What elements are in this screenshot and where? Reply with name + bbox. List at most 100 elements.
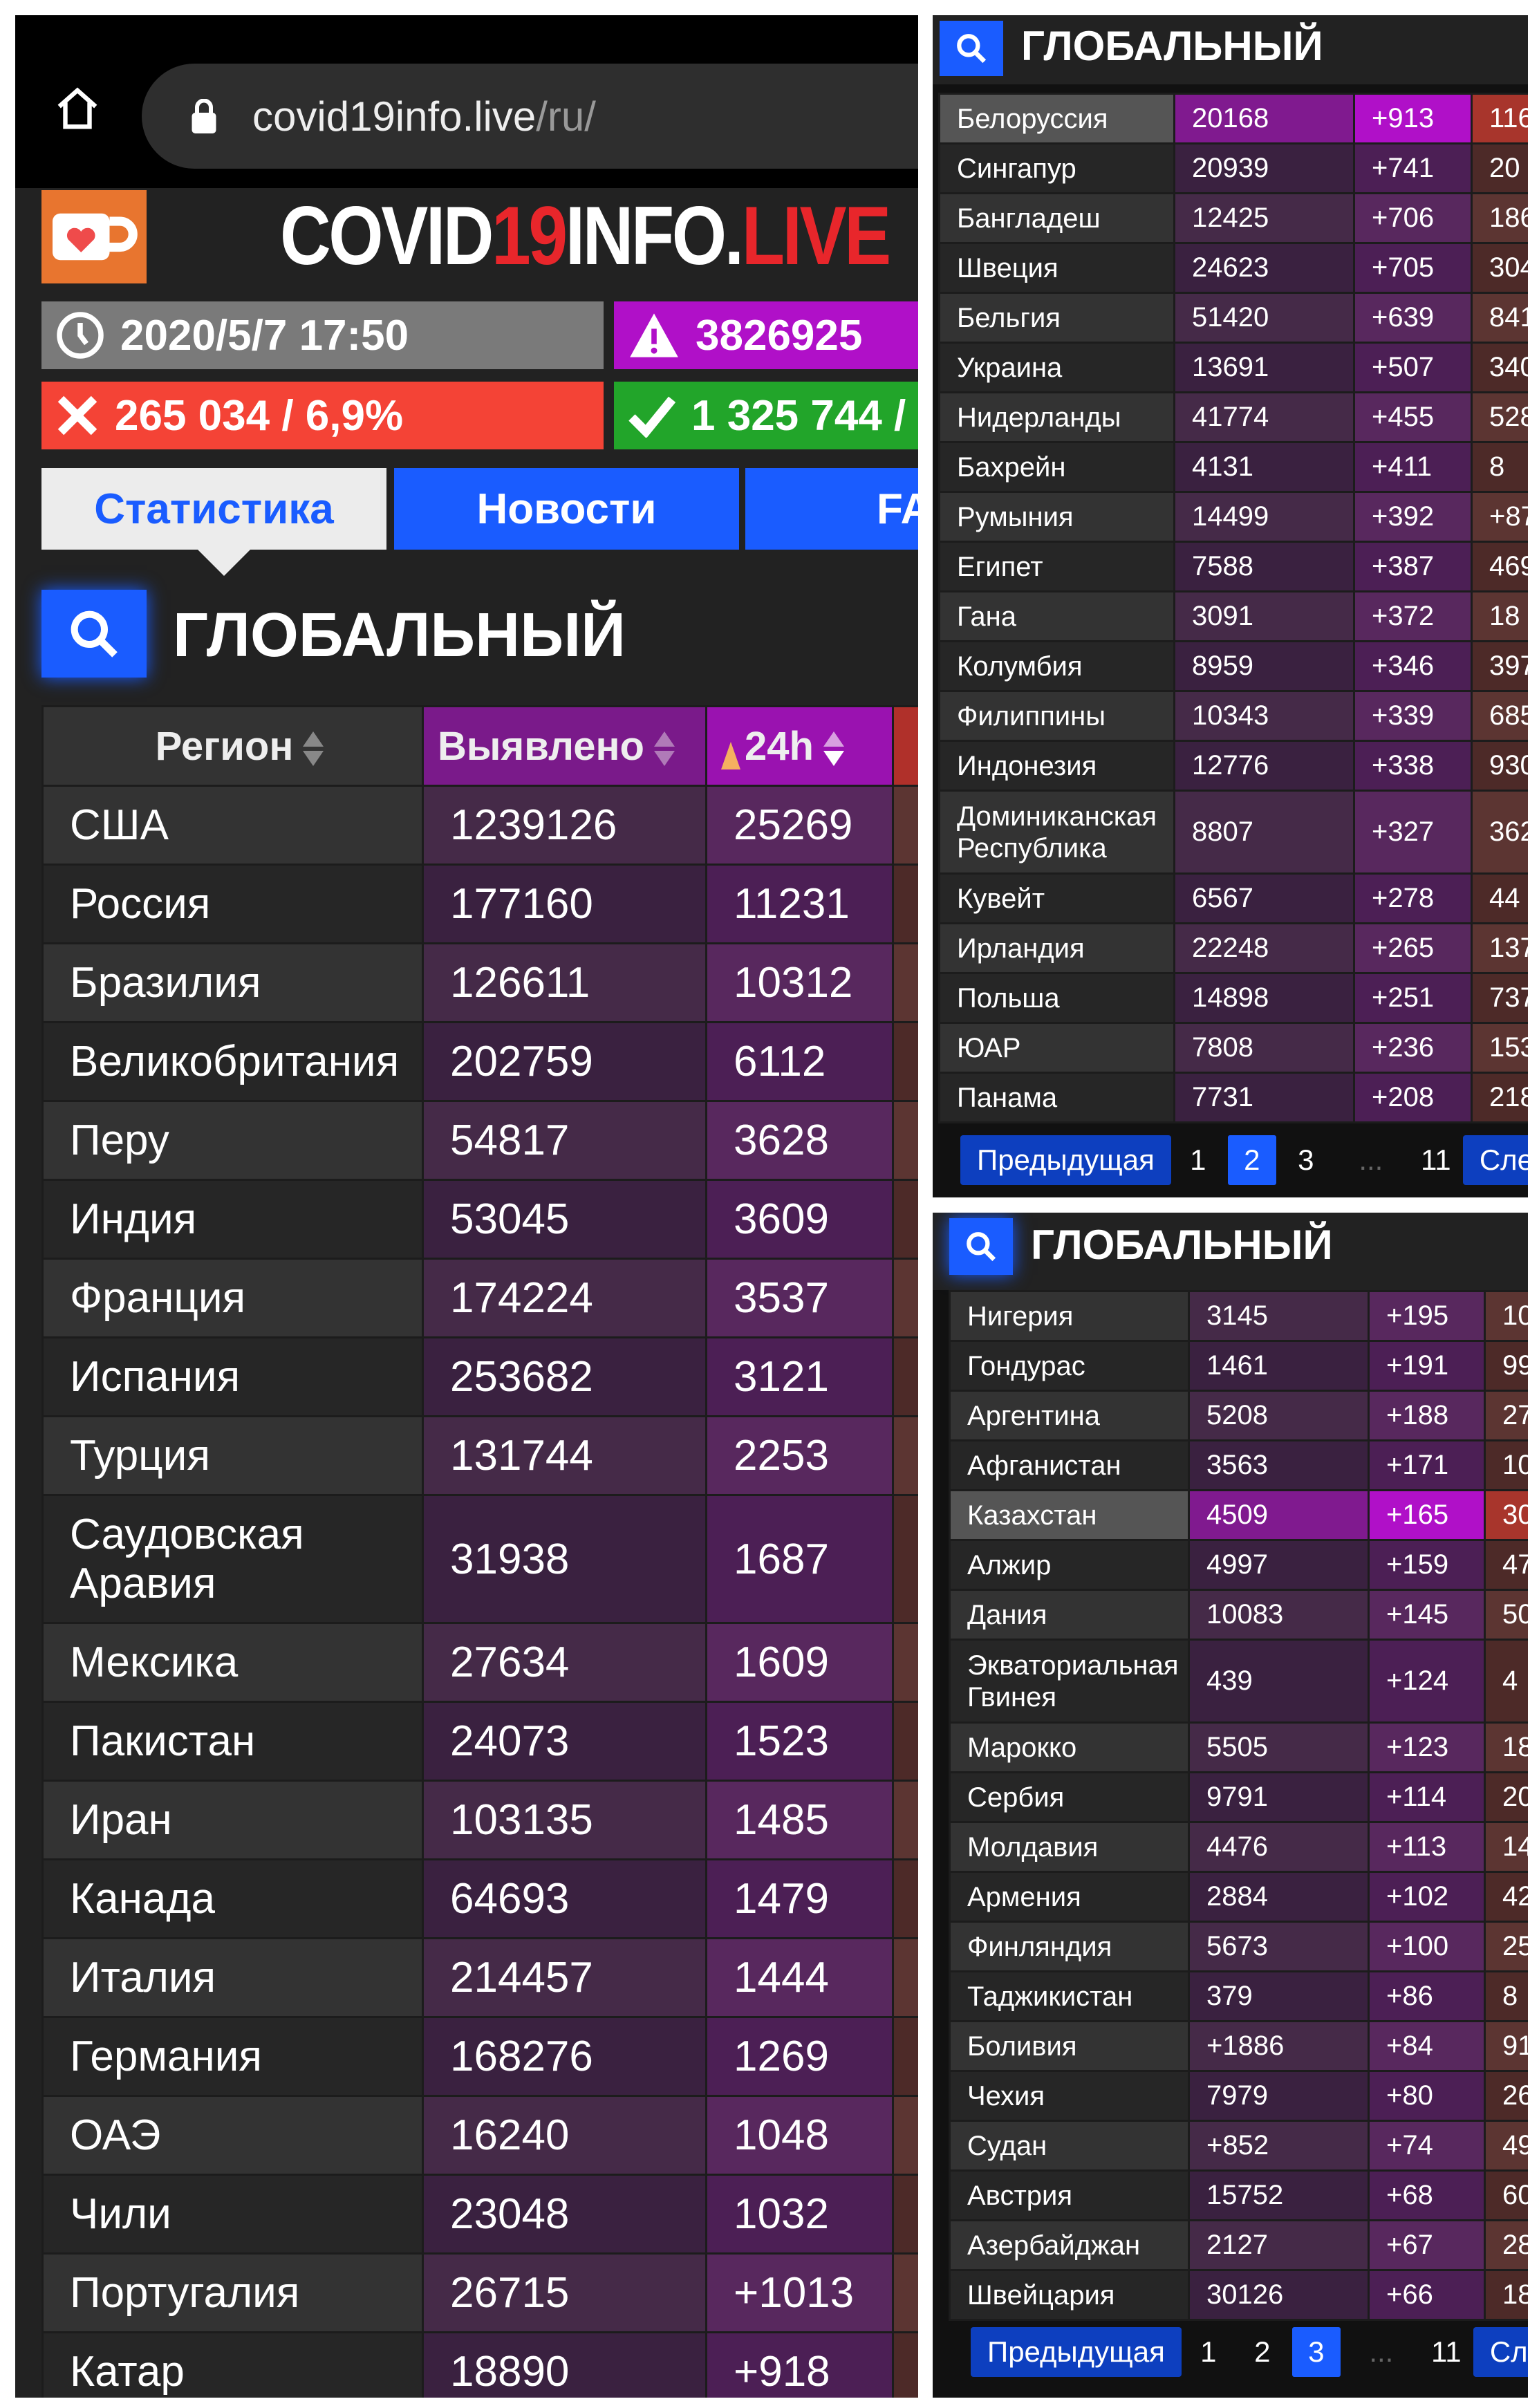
table-row[interactable]: Бразилия 126611 10312 xyxy=(41,942,918,1023)
page-last-button[interactable]: 11 xyxy=(1421,1144,1451,1176)
detected-cell: 7808 xyxy=(1173,1022,1355,1074)
sort-detected-header[interactable]: Выявлено xyxy=(422,705,707,787)
table-row[interactable]: Катар 18890 +918 xyxy=(41,2331,918,2398)
search-button[interactable] xyxy=(940,21,1003,76)
detected-cell: 9791 xyxy=(1188,1771,1370,1823)
page-1-button[interactable]: 1 xyxy=(1200,2335,1217,2368)
new-24h-cell: 1048 xyxy=(705,2095,894,2176)
global-table-page2: Белоруссия20168+913116Сингапур20939+7412… xyxy=(938,93,1528,1123)
sort-24h-header[interactable]: 24h xyxy=(705,705,894,787)
table-row[interactable]: Великобритания 202759 6112 xyxy=(41,1021,918,1102)
table-row[interactable]: Германия 168276 1269 xyxy=(41,2016,918,2097)
table-row[interactable]: Португалия 26715 +1013 xyxy=(41,2252,918,2333)
table-row[interactable]: Сингапур 20939 +741 20 xyxy=(938,142,1528,194)
table-row[interactable]: Россия 177160 11231 xyxy=(41,864,918,944)
pagination-ellipsis: ... xyxy=(1369,2335,1394,2368)
browser-toolbar: covid19info.live/ru/ xyxy=(15,15,918,188)
tab-news[interactable]: Новости xyxy=(394,468,739,550)
deaths-column-header[interactable] xyxy=(892,705,918,787)
table-row[interactable]: Индия 53045 3609 xyxy=(41,1179,918,1260)
page-3-button[interactable]: 3 xyxy=(1291,2327,1341,2377)
address-bar[interactable]: covid19info.live/ru/ xyxy=(142,64,918,169)
table-row[interactable]: Испания 253682 3121 xyxy=(41,1336,918,1417)
table-row[interactable]: Судан+852+7449 xyxy=(949,2120,1528,2172)
tab-faq[interactable]: FA xyxy=(745,468,918,550)
region-cell: Иран xyxy=(41,1780,424,1860)
table-row[interactable]: Бахрейн 4131 +411 8 xyxy=(938,441,1528,493)
table-row[interactable]: Иран 103135 1485 xyxy=(41,1780,918,1860)
table-row[interactable]: США 1239126 25269 xyxy=(41,785,918,866)
page-2-button[interactable]: 2 xyxy=(1227,1135,1276,1185)
table-row[interactable]: Мексика 27634 1609 xyxy=(41,1622,918,1703)
tab-statistics[interactable]: Статистика xyxy=(41,468,386,550)
kofi-cup-icon[interactable] xyxy=(41,190,147,283)
search-button[interactable] xyxy=(949,1218,1013,1275)
table-row[interactable]: Саудовская Аравия 31938 1687 xyxy=(41,1494,918,1624)
table-row[interactable]: Чили 23048 1032 xyxy=(41,2174,918,2255)
page-3-button[interactable]: 3 xyxy=(1298,1144,1314,1176)
table-row[interactable]: Таджикистан 379 +86 8 xyxy=(949,1970,1528,2022)
region-cell: Бангладеш xyxy=(938,192,1175,244)
sort-active-indicator-icon xyxy=(721,741,740,769)
table-row[interactable]: Экваториальная Гвинея 439 +124 4 xyxy=(949,1639,1528,1724)
table-row[interactable]: Гана 3091 +372 18 xyxy=(938,590,1528,642)
page-2-button[interactable]: 2 xyxy=(1254,2335,1271,2368)
previous-page-button[interactable]: Предыдущая xyxy=(971,2327,1182,2377)
sort-region-header[interactable]: Регион xyxy=(41,705,424,787)
page-last-button[interactable]: 11 xyxy=(1431,2335,1462,2368)
table-row[interactable]: Франция 174224 3537 xyxy=(41,1258,918,1338)
page-1-button[interactable]: 1 xyxy=(1190,1144,1206,1176)
detected-cell: 4131 xyxy=(1173,441,1355,493)
table-row[interactable]: Италия 214457 1444 xyxy=(41,1937,918,2018)
search-button[interactable] xyxy=(41,590,147,678)
detected-cell: 5673 xyxy=(1188,1921,1370,1972)
deaths-cell: 47 xyxy=(1484,1539,1528,1591)
detected-cell: 253682 xyxy=(422,1336,707,1417)
previous-page-button[interactable]: Предыдущая xyxy=(960,1135,1171,1185)
next-page-button[interactable]: Сле xyxy=(1473,2327,1528,2377)
next-page-button[interactable]: След xyxy=(1462,1135,1528,1185)
site-title[interactable]: COVID19INFO.LIVE xyxy=(280,188,891,283)
table-row[interactable]: Перу 54817 3628 xyxy=(41,1100,918,1181)
table-row[interactable]: Боливия+1886+8491 xyxy=(949,2020,1528,2072)
table-row[interactable]: ОАЭ 16240 1048 xyxy=(41,2095,918,2176)
deaths-cell: 99 xyxy=(1484,1340,1528,1392)
home-icon[interactable] xyxy=(53,84,102,133)
table-row[interactable]: Турция 131744 2253 xyxy=(41,1415,918,1496)
table-row[interactable]: Кувейт 6567 +278 44 xyxy=(938,872,1528,924)
table-row[interactable]: Пакистан 24073 1523 xyxy=(41,1701,918,1782)
table-row[interactable]: Канада 64693 1479 xyxy=(41,1858,918,1939)
